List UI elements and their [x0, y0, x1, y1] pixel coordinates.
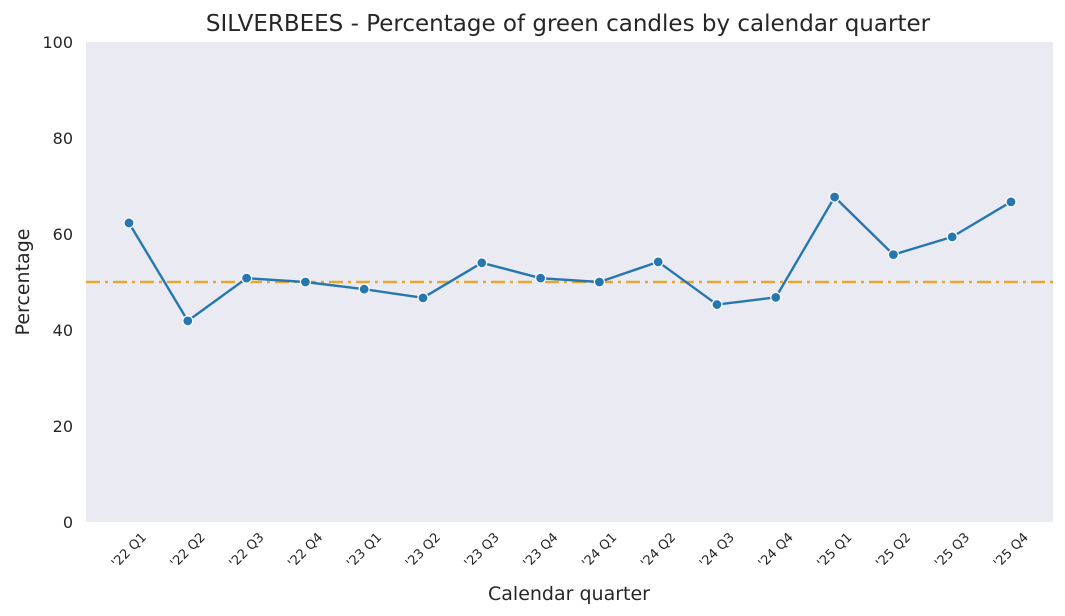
data-point — [299, 276, 311, 288]
x-tick-label: '23 Q1 — [344, 530, 385, 571]
data-point — [358, 283, 370, 295]
x-tick-label: '22 Q3 — [227, 530, 268, 571]
x-tick-label: '22 Q1 — [109, 530, 150, 571]
y-axis-label: Percentage — [12, 229, 34, 336]
x-tick-label: '22 Q2 — [168, 530, 209, 571]
x-axis-ticks: '22 Q1 '22 Q2 '22 Q3 '22 Q4 '23 Q1 '23 Q2 '23 … — [109, 530, 1032, 571]
x-tick-label: '23 Q4 — [521, 530, 562, 571]
x-tick-label: '25 Q4 — [991, 530, 1032, 571]
data-point — [946, 231, 958, 243]
data-point — [476, 257, 488, 269]
y-tick-label: 60 — [53, 225, 73, 244]
x-tick-label: '24 Q1 — [579, 530, 620, 571]
x-tick-label: '24 Q2 — [638, 530, 679, 571]
data-point — [711, 298, 723, 311]
x-tick-label: '23 Q2 — [403, 530, 444, 571]
y-axis-ticks: 0 20 40 60 80 100 — [42, 33, 73, 532]
data-point — [534, 272, 547, 284]
data-point — [770, 291, 782, 303]
data-point — [417, 292, 429, 304]
data-point — [887, 249, 900, 261]
y-tick-label: 20 — [53, 417, 73, 436]
data-point — [1005, 196, 1017, 208]
x-tick-label: '25 Q1 — [815, 530, 856, 571]
y-tick-label: 0 — [63, 513, 73, 532]
data-point — [182, 315, 194, 327]
x-axis-label: Calendar quarter — [488, 583, 650, 605]
data-point — [241, 272, 253, 284]
chart-title: SILVERBEES - Percentage of green candles… — [206, 11, 931, 37]
x-tick-label: '25 Q2 — [873, 530, 914, 571]
data-point — [123, 217, 135, 229]
y-tick-label: 80 — [53, 129, 73, 148]
x-tick-label: '24 Q3 — [697, 530, 738, 571]
y-tick-label: 40 — [53, 321, 73, 340]
x-tick-label: '24 Q4 — [756, 530, 797, 571]
x-tick-label: '22 Q4 — [285, 530, 326, 571]
data-point — [593, 276, 606, 288]
data-points — [123, 191, 1017, 327]
data-point — [828, 191, 841, 203]
x-tick-label: '25 Q3 — [932, 530, 973, 571]
x-tick-label: '23 Q3 — [462, 530, 503, 571]
series-line — [127, 195, 1012, 323]
data-point — [652, 256, 664, 268]
y-tick-label: 100 — [42, 33, 73, 52]
